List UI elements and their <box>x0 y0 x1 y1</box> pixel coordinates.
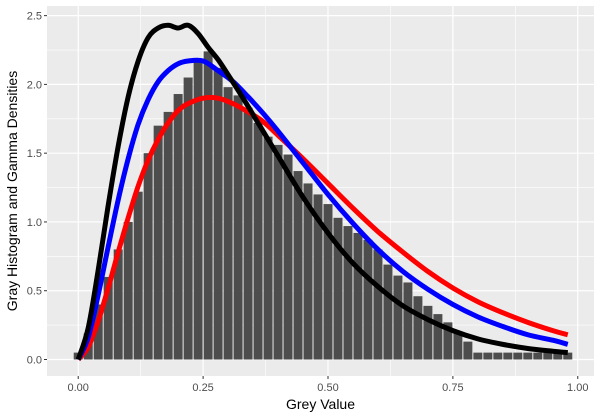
x-tick-label: 0.00 <box>68 382 89 394</box>
x-axis-ticks: 0.00 0.25 0.50 0.75 1.00 <box>68 376 588 394</box>
histogram-bar <box>283 154 293 360</box>
y-axis-ticks: 0.0 0.5 1.0 1.5 2.0 2.5 <box>27 11 47 366</box>
histogram-bar <box>453 331 463 360</box>
histogram-bar <box>383 264 393 360</box>
y-tick-label: 2.5 <box>27 11 42 23</box>
density-lines <box>75 22 569 362</box>
y-tick-label: 1.0 <box>27 217 42 229</box>
histogram-bar <box>563 352 573 360</box>
histogram-bar <box>173 94 183 360</box>
histogram-bar <box>263 136 273 360</box>
histogram-bar <box>373 249 383 360</box>
x-axis-title: Grey Value <box>286 396 355 412</box>
histogram-bar <box>193 59 203 360</box>
histogram-bar <box>543 352 553 360</box>
density-line <box>75 57 569 361</box>
histogram-bar <box>463 341 473 360</box>
density-line <box>76 94 569 362</box>
x-tick-label: 0.50 <box>317 382 338 394</box>
histogram-bar <box>333 217 343 360</box>
histogram-bar <box>423 305 433 360</box>
histogram-bar <box>153 125 163 360</box>
density-line <box>75 22 568 361</box>
histogram-bar <box>223 87 233 360</box>
histogram-bar <box>233 95 243 360</box>
y-tick-label: 0.5 <box>27 286 42 298</box>
histogram-bar <box>323 204 333 360</box>
histogram-bar <box>183 77 193 360</box>
histogram-bar <box>393 275 403 360</box>
histogram-bar <box>143 153 153 360</box>
histogram-bar <box>523 352 533 360</box>
y-tick-label: 2.0 <box>27 79 42 91</box>
histogram-bar <box>133 191 143 360</box>
histogram-bar <box>163 111 173 360</box>
y-axis-title: Gray Histogram and Gamma Densities <box>4 71 20 311</box>
histogram-bar <box>403 282 413 360</box>
histogram-bar <box>303 183 313 360</box>
histogram-bar <box>293 171 303 360</box>
x-tick-label: 1.00 <box>567 382 588 394</box>
x-tick-label: 0.75 <box>442 382 463 394</box>
histogram-bar <box>433 314 443 360</box>
histogram-bar <box>493 352 503 360</box>
histogram-bar <box>113 249 123 360</box>
histogram-bar <box>503 352 513 360</box>
histogram-bar <box>123 221 133 360</box>
histogram-bar <box>253 122 263 360</box>
histogram-bar <box>313 194 323 360</box>
y-tick-label: 0.0 <box>27 354 42 366</box>
histogram-bar <box>513 352 523 360</box>
histogram-bar <box>343 226 353 360</box>
histogram-bar <box>553 352 563 360</box>
histogram-bar <box>213 67 223 360</box>
histogram-bar <box>363 239 373 360</box>
histogram-bar <box>533 352 543 360</box>
histogram-bar <box>353 232 363 360</box>
x-tick-label: 0.25 <box>192 382 213 394</box>
histogram-bar <box>413 296 423 360</box>
histogram-bar <box>103 276 113 360</box>
histogram-bar <box>443 322 453 360</box>
histogram-bar <box>473 352 483 360</box>
y-tick-label: 1.5 <box>27 148 42 160</box>
histogram-bar <box>243 107 253 360</box>
histogram-bar <box>93 304 103 360</box>
histogram-bar <box>203 51 213 360</box>
histogram-bars <box>73 51 573 360</box>
histogram-bar <box>273 144 283 360</box>
histogram-bar <box>483 352 493 360</box>
